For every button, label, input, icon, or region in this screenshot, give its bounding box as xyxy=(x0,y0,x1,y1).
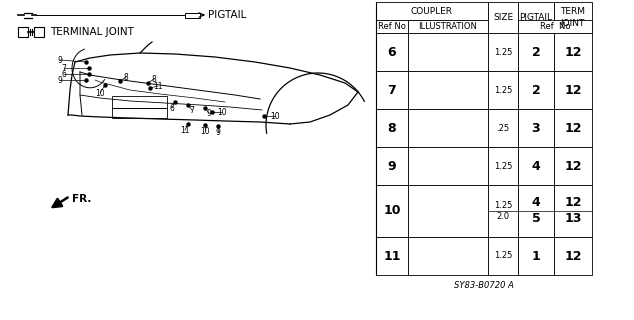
Text: 1.25: 1.25 xyxy=(494,85,512,94)
Bar xyxy=(376,71,408,109)
Text: 12: 12 xyxy=(564,84,582,97)
Text: 3: 3 xyxy=(532,122,540,134)
Bar xyxy=(408,33,488,71)
Bar xyxy=(518,33,554,71)
Bar xyxy=(185,12,200,18)
Text: 11: 11 xyxy=(383,250,401,262)
Text: 1.25: 1.25 xyxy=(494,252,512,260)
Text: 6: 6 xyxy=(169,103,174,113)
Bar xyxy=(554,71,592,109)
Bar xyxy=(376,33,408,71)
Text: 9: 9 xyxy=(207,108,211,117)
Bar xyxy=(18,27,28,37)
Text: 8: 8 xyxy=(387,122,396,134)
Bar xyxy=(518,71,554,109)
Bar xyxy=(488,2,518,33)
Bar xyxy=(488,71,518,109)
Bar xyxy=(376,147,408,185)
Text: 7: 7 xyxy=(190,106,195,115)
Bar xyxy=(34,27,44,37)
Text: 12: 12 xyxy=(564,45,582,59)
Text: FR.: FR. xyxy=(72,194,91,204)
Text: 4: 4 xyxy=(532,159,540,172)
Text: 7: 7 xyxy=(387,84,396,97)
Text: PIGTAIL: PIGTAIL xyxy=(208,10,247,20)
Bar xyxy=(408,20,488,33)
Text: 2: 2 xyxy=(532,84,540,97)
Bar xyxy=(488,185,518,237)
Text: 6: 6 xyxy=(387,45,396,59)
Text: 9: 9 xyxy=(58,76,62,84)
Text: 10: 10 xyxy=(270,111,280,121)
Text: 12: 12 xyxy=(564,159,582,172)
Bar xyxy=(554,2,592,33)
Text: 1: 1 xyxy=(532,250,540,262)
Text: 8: 8 xyxy=(124,73,128,82)
Bar xyxy=(518,237,554,275)
Bar xyxy=(408,185,488,237)
Text: TERM
JOINT: TERM JOINT xyxy=(560,7,586,28)
Bar xyxy=(488,109,518,147)
Bar xyxy=(488,237,518,275)
Text: 9: 9 xyxy=(58,55,62,65)
Bar xyxy=(518,109,554,147)
Bar xyxy=(488,33,518,71)
Text: 10: 10 xyxy=(95,89,105,98)
Text: 1.25
2.0: 1.25 2.0 xyxy=(494,201,512,221)
Bar xyxy=(376,2,488,20)
Bar xyxy=(112,96,167,108)
Bar xyxy=(408,71,488,109)
Text: 9: 9 xyxy=(216,127,221,137)
Text: 2: 2 xyxy=(532,45,540,59)
Bar xyxy=(518,20,592,33)
Text: 10: 10 xyxy=(383,204,401,218)
Text: 10: 10 xyxy=(217,108,227,116)
Text: 9: 9 xyxy=(387,159,396,172)
Bar xyxy=(554,33,592,71)
Text: 12
13: 12 13 xyxy=(564,196,582,226)
Bar xyxy=(554,185,592,237)
Text: 7: 7 xyxy=(61,63,67,73)
Text: SIZE: SIZE xyxy=(493,13,513,22)
Text: TERMINAL JOINT: TERMINAL JOINT xyxy=(50,27,134,37)
Text: .25: .25 xyxy=(496,124,510,132)
Bar xyxy=(376,109,408,147)
Bar xyxy=(376,237,408,275)
Text: COUPLER: COUPLER xyxy=(411,6,453,15)
Text: 11: 11 xyxy=(180,125,190,134)
Text: 8: 8 xyxy=(152,75,157,84)
Text: 11: 11 xyxy=(153,82,163,91)
Bar xyxy=(518,185,554,237)
Bar xyxy=(488,147,518,185)
Text: 6: 6 xyxy=(61,69,67,78)
Text: ILLUSTRATION: ILLUSTRATION xyxy=(418,22,477,31)
Bar xyxy=(376,185,408,237)
Bar xyxy=(554,147,592,185)
Text: PIGTAIL: PIGTAIL xyxy=(519,13,552,22)
Text: 12: 12 xyxy=(564,122,582,134)
Text: SY83-B0720 A: SY83-B0720 A xyxy=(454,281,514,290)
Bar xyxy=(408,237,488,275)
Bar xyxy=(518,147,554,185)
Bar xyxy=(554,237,592,275)
Text: 10: 10 xyxy=(200,126,210,135)
Bar xyxy=(112,108,167,118)
Text: 1.25: 1.25 xyxy=(494,162,512,171)
Bar xyxy=(518,2,554,33)
Bar xyxy=(408,109,488,147)
Bar xyxy=(554,109,592,147)
Text: 1.25: 1.25 xyxy=(494,47,512,57)
Bar xyxy=(376,20,408,33)
Text: Ref  No: Ref No xyxy=(540,22,570,31)
Text: Ref No: Ref No xyxy=(378,22,406,31)
Bar xyxy=(408,147,488,185)
Text: 4
5: 4 5 xyxy=(532,196,540,226)
Text: 12: 12 xyxy=(564,250,582,262)
